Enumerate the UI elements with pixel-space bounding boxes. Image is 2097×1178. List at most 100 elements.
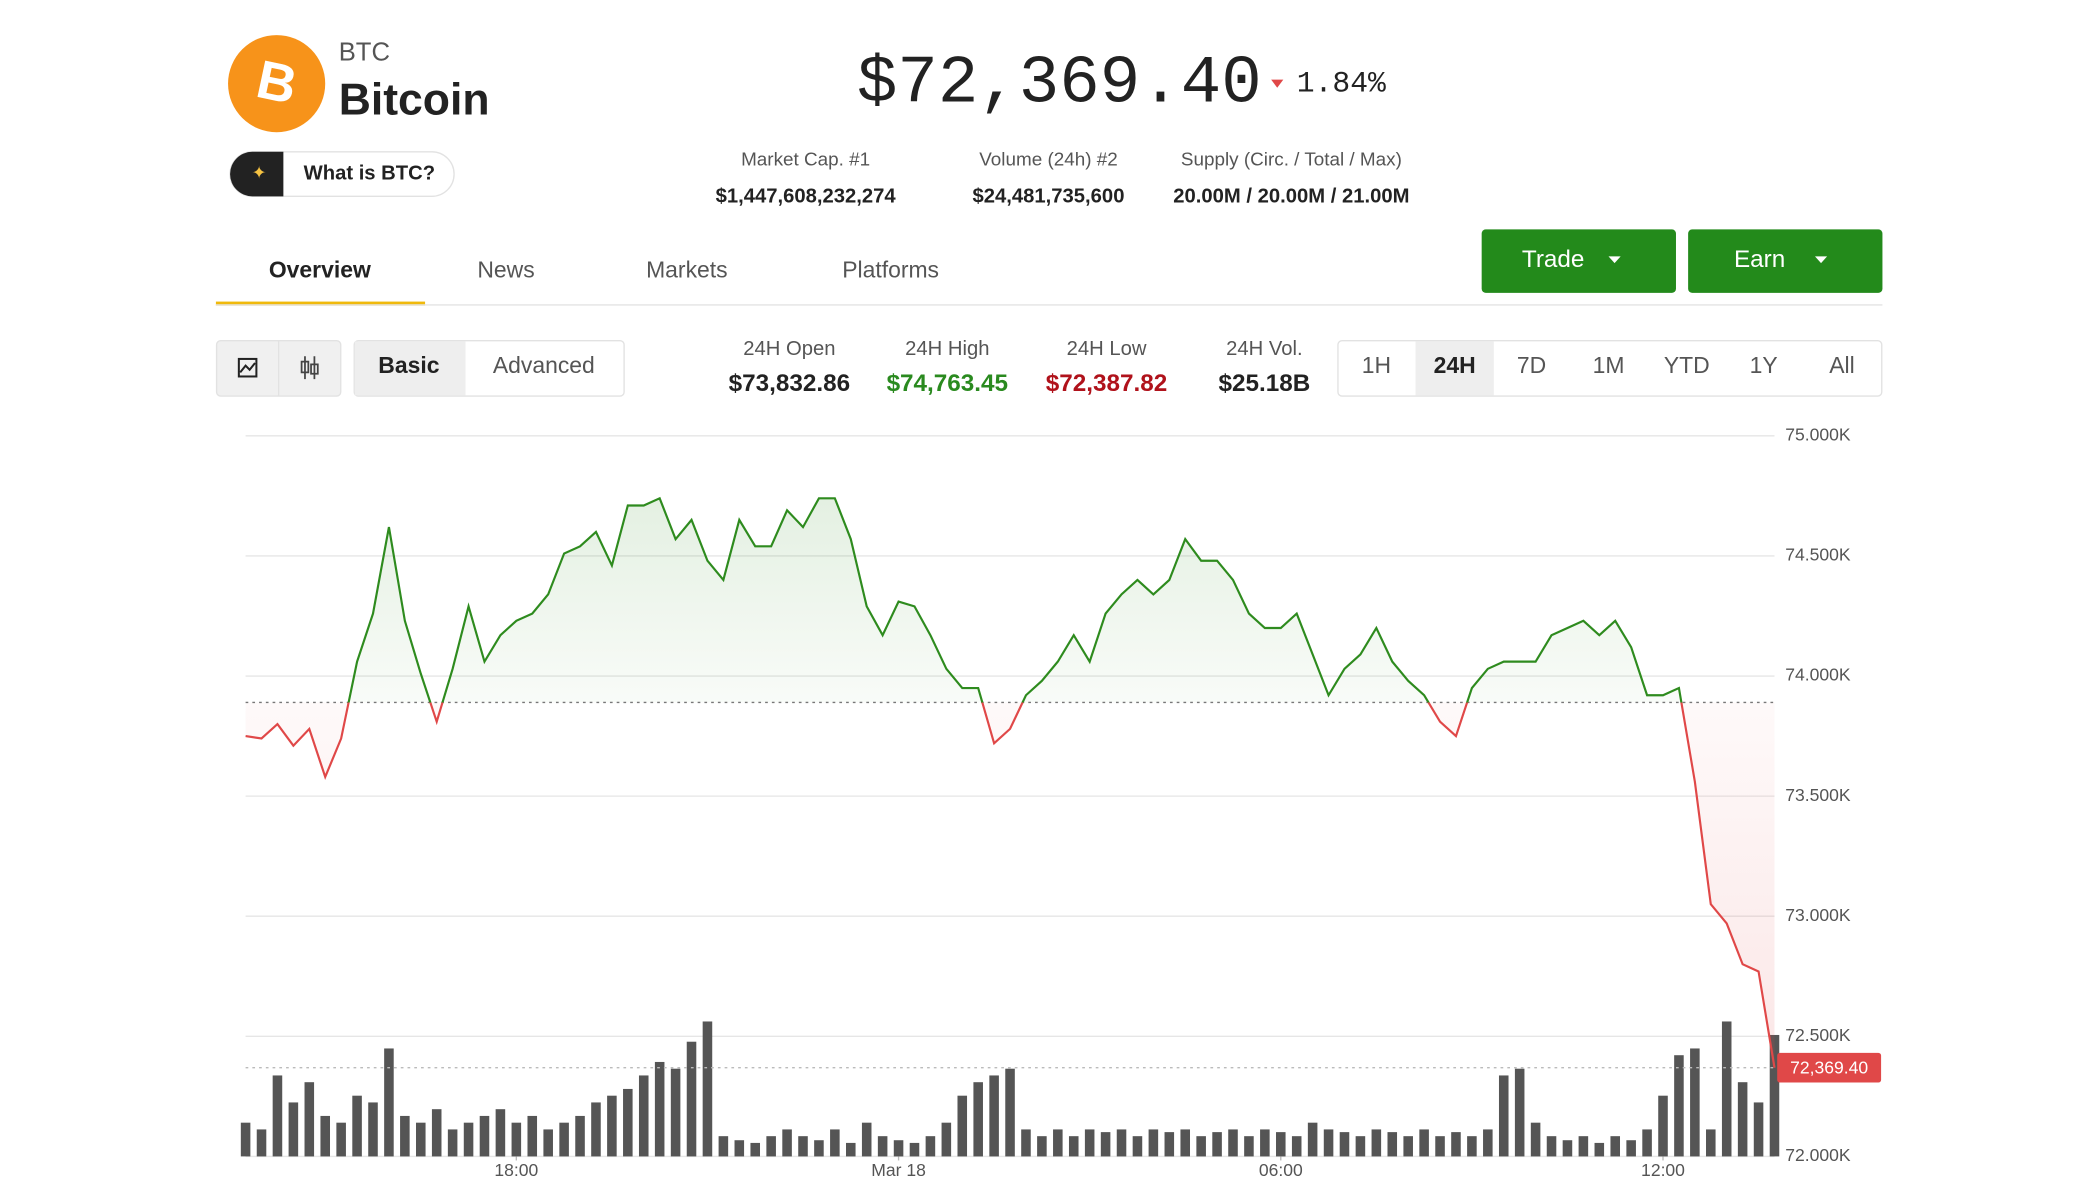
volume-bar	[1307, 1122, 1318, 1157]
stat-value: 20.00M / 20.00M / 21.00M	[1173, 185, 1409, 207]
action-button[interactable]	[1688, 229, 1883, 293]
sparkle-icon: ✦	[252, 163, 267, 183]
volume-bar	[1451, 1132, 1461, 1157]
volume-bar	[463, 1122, 474, 1157]
stat-label: Volume (24h) #2	[979, 150, 1118, 171]
volume-bar	[1339, 1132, 1350, 1157]
range-option[interactable]: All	[1829, 352, 1854, 378]
y-tick-label: 72.000K	[1785, 1145, 1851, 1165]
y-tick-label: 75.000K	[1785, 424, 1851, 444]
volume-bar	[1769, 1034, 1780, 1157]
volume-bar	[1530, 1122, 1541, 1157]
x-tick-label: 06:00	[1259, 1160, 1303, 1178]
volume-bar	[1196, 1136, 1206, 1157]
volume-bar	[702, 1021, 713, 1157]
volume-bar	[527, 1115, 538, 1157]
volume-bar	[591, 1102, 601, 1157]
volume-bar	[416, 1122, 426, 1157]
volume-bar	[1228, 1129, 1238, 1157]
view-mode[interactable]: Basic	[378, 352, 439, 378]
day-stat-label: 24H Open	[743, 338, 835, 360]
y-tick-label: 74.500K	[1785, 545, 1851, 565]
volume-bar	[861, 1122, 872, 1157]
range-option[interactable]: 1Y	[1750, 352, 1778, 378]
volume-bar	[1737, 1082, 1748, 1157]
volume-bar	[973, 1082, 983, 1157]
volume-bar	[877, 1136, 888, 1157]
volume-bar	[384, 1048, 394, 1157]
volume-bar	[543, 1129, 553, 1157]
last-price-label: 72,369.40	[1790, 1058, 1868, 1078]
volume-bar	[240, 1122, 251, 1157]
volume-bar	[320, 1115, 331, 1157]
action-button[interactable]	[1481, 229, 1676, 293]
range-option[interactable]: 7D	[1517, 352, 1546, 378]
tab[interactable]: Overview	[269, 256, 371, 282]
volume-bar	[1626, 1140, 1636, 1157]
volume-bar	[734, 1140, 745, 1157]
volume-bar	[1212, 1132, 1222, 1157]
volume-bar	[1371, 1129, 1382, 1157]
volume-bar	[1291, 1136, 1302, 1157]
volume-bar	[1164, 1132, 1175, 1157]
volume-bar	[1132, 1136, 1143, 1157]
day-stat-value: $72,387.82	[1046, 370, 1167, 397]
volume-bar	[1753, 1102, 1764, 1157]
line-chart-icon[interactable]	[237, 357, 258, 378]
volume-bar	[846, 1142, 856, 1157]
volume-bar	[495, 1109, 506, 1157]
y-tick-label: 73.500K	[1785, 785, 1851, 805]
coin-symbol: BTC	[339, 39, 390, 67]
volume-bar	[1387, 1132, 1398, 1157]
volume-bar	[447, 1129, 458, 1157]
volume-bar	[909, 1142, 920, 1157]
price-change: 1.84%	[1297, 67, 1386, 101]
volume-bar	[1276, 1132, 1286, 1157]
range-option[interactable]: 1H	[1362, 352, 1391, 378]
y-tick-label: 73.000K	[1785, 905, 1851, 925]
what-is-icon-bg	[230, 151, 284, 197]
volume-bar	[1483, 1129, 1493, 1157]
volume-bar	[272, 1075, 283, 1157]
volume-bar	[798, 1136, 808, 1157]
volume-bar	[1100, 1132, 1111, 1157]
volume-bar	[1642, 1129, 1652, 1157]
down-arrow	[1271, 79, 1284, 88]
price: $72,369.40	[857, 46, 1262, 122]
volume-bar	[1690, 1048, 1700, 1157]
volume-bar	[1435, 1136, 1445, 1157]
tab[interactable]: News	[477, 256, 534, 282]
volume-bar	[1419, 1129, 1429, 1157]
range-option[interactable]: YTD	[1664, 352, 1710, 378]
volume-bar	[1498, 1075, 1509, 1157]
volume-bar	[766, 1136, 776, 1157]
volume-bar	[511, 1122, 522, 1157]
range-active-bg	[1415, 341, 1494, 396]
volume-bar	[654, 1061, 665, 1157]
line-chart-icon-stroke	[239, 362, 256, 374]
range-option[interactable]: 1M	[1593, 352, 1625, 378]
volume-bar	[575, 1115, 585, 1157]
candle-chart-icon[interactable]	[300, 356, 319, 380]
volume-bar	[431, 1109, 442, 1157]
action-button-label: Earn	[1734, 246, 1785, 273]
volume-bar	[1610, 1136, 1621, 1157]
day-stat-value: $74,763.45	[887, 370, 1008, 397]
volume-bar	[1467, 1136, 1477, 1157]
x-tick-label: 12:00	[1641, 1160, 1685, 1178]
view-mode[interactable]: Advanced	[493, 352, 595, 378]
volume-bar	[1037, 1136, 1047, 1157]
what-is-button[interactable]	[229, 151, 455, 198]
tab[interactable]: Platforms	[842, 256, 939, 282]
dropdown-caret	[1608, 256, 1621, 264]
volume-bar	[1674, 1055, 1684, 1157]
stat-value: $24,481,735,600	[973, 185, 1125, 207]
volume-bar	[1244, 1136, 1254, 1157]
volume-bar	[670, 1068, 681, 1157]
volume-bar	[288, 1102, 299, 1157]
volume-bar	[750, 1142, 761, 1157]
tab[interactable]: Markets	[646, 256, 728, 282]
range-option[interactable]: 24H	[1434, 352, 1476, 378]
volume-bar	[368, 1102, 378, 1157]
volume-bar	[1180, 1129, 1191, 1157]
